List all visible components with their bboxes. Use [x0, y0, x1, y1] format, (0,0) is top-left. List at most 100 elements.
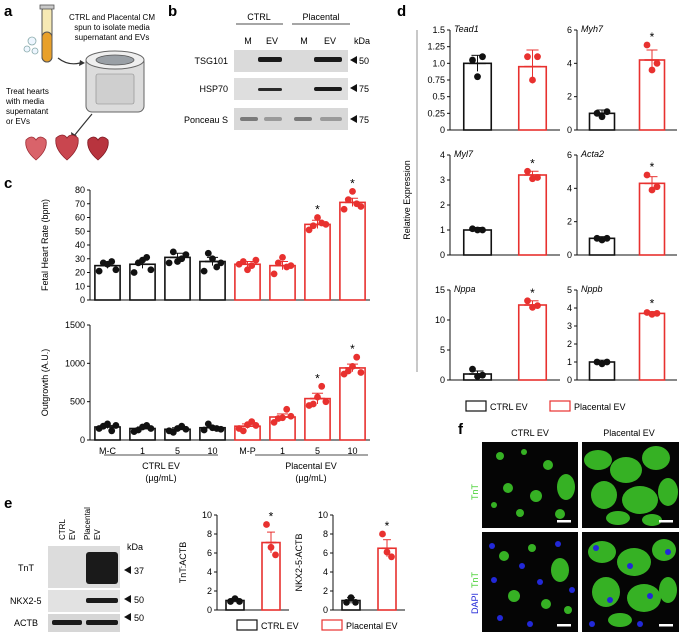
- chart-outgrowth: 0 500 1000 1500 Outgrowth (A.U.) M-C 1 5 10 M-P 1 *…: [40, 320, 370, 456]
- data-point: [217, 259, 225, 267]
- data-point: [130, 269, 138, 276]
- micrograph-placental-merge: [582, 532, 679, 632]
- bar: [638, 312, 666, 381]
- bar: [339, 367, 366, 441]
- data-point: [598, 113, 606, 121]
- data-point: [353, 353, 361, 361]
- x-group-placental-unit: (µg/mL): [295, 473, 326, 483]
- data-point: [287, 412, 295, 420]
- data-point: [479, 53, 486, 61]
- data-point: [347, 594, 355, 602]
- bar: [234, 263, 261, 301]
- y-tick-label: 2: [207, 586, 212, 596]
- data-point: [104, 420, 111, 428]
- marker-arrow-icon: [124, 566, 131, 574]
- blot-e-marker-tnt: 37: [134, 566, 144, 576]
- y-tick-label: 10: [435, 315, 445, 325]
- panel-a-schematic: CTRL and Placental CM spun to isolate me…: [5, 4, 155, 161]
- data-point: [349, 187, 356, 195]
- significance-star: *: [385, 519, 390, 533]
- legend-d: CTRL EV Placental EV: [465, 400, 626, 412]
- data-point: [236, 598, 243, 605]
- micro-row1-label: TnT: [470, 483, 480, 500]
- arrow-to-hearts-icon: [73, 113, 93, 137]
- data-point: [357, 203, 365, 210]
- data-point: [165, 259, 173, 267]
- legend-swatch-ctrl: [236, 619, 258, 631]
- legend-label-ctrl: CTRL EV: [490, 402, 528, 412]
- chart-myl7: 0 1 2 3 4 Myl7 *: [440, 149, 560, 260]
- data-point: [653, 183, 661, 191]
- y-tick-label: 30: [75, 254, 85, 264]
- blot-lane-3: M: [300, 36, 308, 46]
- data-point: [279, 253, 286, 261]
- caption-left-line2: with media: [5, 97, 45, 106]
- x-tick-label: 10: [207, 446, 217, 456]
- y-tick-label: 0: [80, 435, 85, 445]
- data-point: [248, 262, 256, 270]
- y-tick-label: 0: [323, 605, 328, 615]
- data-point: [379, 530, 386, 538]
- data-point: [305, 226, 313, 234]
- data-point: [388, 553, 395, 561]
- x-tick-label: 5: [175, 446, 180, 456]
- legend-e: CTRL EV Placental EV: [236, 619, 398, 631]
- data-point: [653, 59, 661, 67]
- chart-title: Acta2: [580, 149, 604, 159]
- data-point: [314, 393, 321, 401]
- chart-title: Myh7: [581, 24, 604, 34]
- bar: [339, 201, 366, 301]
- marker-arrow-icon: [350, 115, 357, 123]
- chart-nkx-actb: 0 2 4 6 8 10 NKX2-5:ACTB *: [294, 510, 405, 615]
- chart-title: Myl7: [454, 149, 474, 159]
- shared-ylabel: Relative Expression: [402, 160, 412, 240]
- blot-hsp70-strip: [234, 78, 348, 100]
- significance-star: *: [315, 203, 320, 217]
- blot-band: [314, 87, 342, 91]
- x-group-ctrl-unit: (µg/mL): [145, 473, 176, 483]
- data-point: [474, 73, 481, 81]
- y-tick-label: 4: [323, 567, 328, 577]
- centrifuge-icon: [85, 50, 145, 113]
- caption-top-line1: CTRL and Placental CM: [69, 13, 155, 22]
- panel-b-western-blot: CTRL Placental M EV M EV kDa TSG101 50 H…: [184, 12, 370, 130]
- caption-left-line3: supernatant: [6, 107, 49, 116]
- y-tick-label: 3: [440, 175, 445, 185]
- data-point: [147, 425, 155, 432]
- significance-star: *: [269, 510, 274, 524]
- vesicles-icon: [23, 36, 39, 55]
- data-point: [344, 196, 352, 204]
- chart-title: Tead1: [454, 24, 479, 34]
- data-point: [474, 226, 481, 234]
- y-tick-label: 0.5: [432, 92, 445, 102]
- caption-top-line3: supernatant and EVs: [75, 33, 150, 42]
- data-point: [643, 171, 651, 179]
- y-tick-label: 0: [440, 250, 445, 260]
- y-tick-label: 60: [75, 213, 85, 223]
- data-point: [209, 255, 216, 263]
- chart-nppb: 0 1 2 3 4 5 Nppb *: [567, 284, 677, 385]
- x-group-placental: Placental EV: [285, 461, 337, 471]
- blot-tsg101-strip: [234, 50, 348, 72]
- panel-label-c: c: [4, 175, 12, 192]
- data-point: [112, 266, 120, 274]
- y-tick-label: 8: [323, 529, 328, 539]
- y-tick-label: 4: [567, 58, 572, 68]
- y-axis-label: Fetal Heart Rate (bpm): [40, 199, 50, 291]
- y-tick-label: 1.0: [432, 58, 445, 68]
- y-tick-label: 6: [567, 25, 572, 35]
- data-point: [213, 263, 221, 271]
- panel-label-a: a: [4, 3, 13, 20]
- blot-e-label-nkx: NKX2-5: [10, 596, 42, 606]
- y-tick-label: 1.25: [427, 42, 445, 52]
- y-tick-label: 8: [207, 529, 212, 539]
- bar: [304, 223, 331, 301]
- data-point: [383, 548, 391, 556]
- y-tick-label: 1: [567, 357, 572, 367]
- data-point: [244, 266, 251, 274]
- data-point: [112, 422, 120, 429]
- chart-title: Nppa: [454, 284, 476, 294]
- x-tick-label: 10: [347, 446, 357, 456]
- y-tick-label: 0: [440, 125, 445, 135]
- marker-arrow-icon: [124, 613, 131, 621]
